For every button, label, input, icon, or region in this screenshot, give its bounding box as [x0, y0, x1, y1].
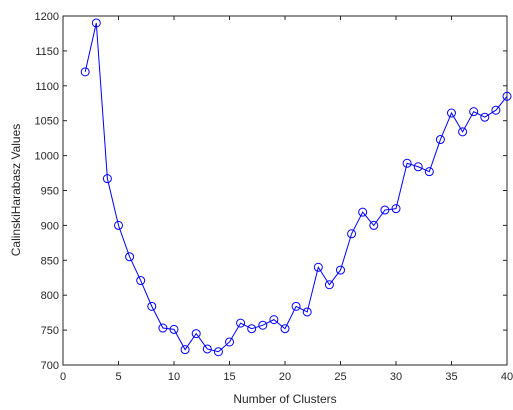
data-point	[380, 205, 390, 215]
data-point	[291, 301, 301, 311]
data-point	[458, 127, 468, 137]
x-tick-label: 40	[501, 371, 513, 383]
data-point	[424, 167, 434, 177]
data-point	[435, 135, 445, 145]
data-point	[102, 174, 112, 184]
data-point	[402, 158, 412, 168]
data-point	[469, 107, 479, 117]
data-point	[136, 276, 146, 286]
x-tick-label: 25	[334, 371, 346, 383]
x-tick-label: 0	[60, 371, 66, 383]
markers	[80, 18, 512, 357]
y-tick-label: 850	[41, 255, 59, 267]
data-point	[202, 344, 212, 354]
data-point	[80, 67, 90, 77]
data-point	[114, 220, 123, 230]
x-tick-label: 30	[390, 371, 402, 383]
x-tick-label: 35	[445, 371, 457, 383]
y-tick-label: 950	[41, 186, 59, 198]
y-tick-label: 1050	[35, 116, 59, 128]
x-tick-label: 15	[223, 371, 235, 383]
data-point	[169, 324, 179, 334]
y-tick-label: 900	[41, 220, 59, 232]
data-point	[313, 262, 323, 272]
data-point	[491, 105, 501, 115]
data-point	[324, 280, 334, 290]
data-point	[391, 204, 401, 214]
y-tick-label: 750	[41, 325, 59, 337]
data-point	[247, 324, 257, 334]
data-point	[302, 307, 312, 317]
data-point	[280, 324, 290, 334]
x-tick-label: 5	[115, 371, 121, 383]
x-axis-label: Number of Clusters	[233, 392, 336, 406]
data-point	[358, 207, 368, 217]
data-point	[91, 18, 101, 28]
data-point	[180, 345, 190, 355]
data-point	[447, 108, 456, 118]
data-point	[236, 318, 246, 328]
series-line	[84, 22, 508, 353]
y-ticks: 700 750 800 850 900 950 1000 1050 1100 1150 1200	[35, 11, 507, 372]
x-tick-label: 10	[168, 371, 180, 383]
data-point	[258, 320, 268, 330]
data-point	[213, 347, 223, 357]
x-ticks: 0 5 10 15 20 25 30 35 40	[60, 16, 513, 383]
y-tick-label: 1150	[35, 46, 59, 58]
data-point	[347, 229, 357, 239]
y-tick-label: 700	[41, 360, 59, 372]
data-point	[413, 162, 423, 172]
y-tick-label: 800	[41, 290, 59, 302]
data-point	[125, 252, 135, 262]
data-point	[502, 91, 512, 101]
y-tick-label: 1100	[35, 81, 59, 93]
data-point	[480, 112, 490, 122]
data-point	[158, 323, 168, 333]
y-axis-label: CalinskiHarabasz Values	[9, 124, 23, 257]
data-point	[147, 301, 157, 311]
y-tick-label: 1000	[35, 151, 59, 163]
x-tick-label: 20	[279, 371, 291, 383]
data-point	[369, 220, 379, 230]
plot-area	[62, 15, 508, 366]
y-tick-label: 1200	[35, 11, 59, 23]
data-point	[191, 329, 201, 339]
data-point	[269, 315, 279, 325]
data-point	[336, 265, 345, 275]
data-point	[225, 337, 234, 347]
